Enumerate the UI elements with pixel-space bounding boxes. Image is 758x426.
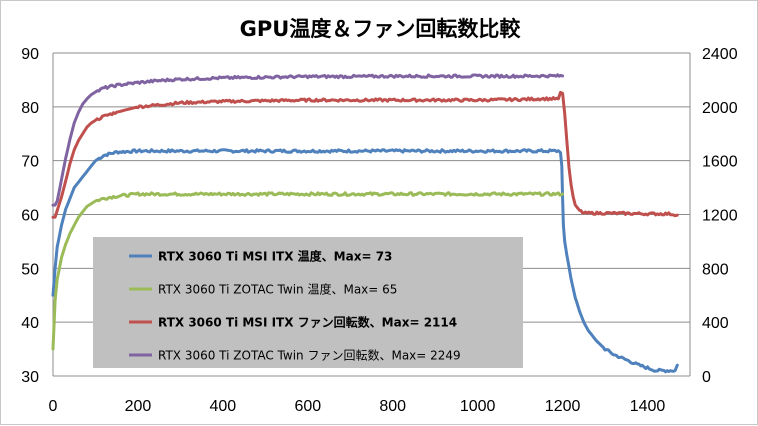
legend-label-3: RTX 3060 Ti MSI ITX ファン回転数、Max= 2114 (158, 315, 457, 330)
y-tick-label: 80 (21, 100, 39, 117)
x-tick-label: 1400 (630, 398, 666, 415)
x-tick-label: 600 (294, 398, 321, 415)
y-tick-label: 30 (21, 369, 39, 386)
legend: RTX 3060 Ti MSI ITX 温度、Max= 73 RTX 3060 T… (93, 237, 523, 368)
legend-box (93, 237, 523, 368)
x-tick-label: 800 (379, 398, 406, 415)
y2-tick-label: 2400 (702, 46, 738, 63)
x-tick-label: 1200 (545, 398, 581, 415)
legend-label-1: RTX 3060 Ti MSI ITX 温度、Max= 73 (158, 249, 392, 264)
y-tick-label: 70 (21, 154, 39, 171)
series-line-2 (51, 191, 565, 351)
series-lines (51, 73, 679, 374)
legend-label-4: RTX 3060 Ti ZOTAC Twin ファン回転数、Max= 2249 (158, 348, 461, 363)
legend-label-2: RTX 3060 Ti ZOTAC Twin 温度、Max= 65 (158, 282, 397, 297)
y-tick-label: 90 (21, 46, 39, 63)
x-tick-label: 1000 (460, 398, 496, 415)
y-tick-label: 60 (21, 208, 39, 225)
x-tick-label: 400 (210, 398, 237, 415)
x-tick-label: 200 (125, 398, 152, 415)
x-tick-label: 0 (49, 398, 58, 415)
y2-tick-label: 1600 (702, 154, 738, 171)
y-tick-label: 40 (21, 315, 39, 332)
axes: 30 40 50 60 70 80 90 0 400 800 1200 1600 2000 2400 0 20… (21, 46, 737, 415)
y2-tick-label: 0 (702, 369, 711, 386)
series-line-3 (51, 90, 679, 219)
y2-tick-label: 2000 (702, 100, 738, 117)
series-line-4 (51, 73, 565, 207)
series-line-1 (51, 148, 679, 374)
y2-tick-label: 1200 (702, 208, 738, 225)
y-tick-label: 50 (21, 261, 39, 278)
chart-title: GPU温度＆ファン回転数比較 (240, 17, 522, 41)
y2-tick-label: 400 (702, 315, 729, 332)
y2-tick-label: 800 (702, 261, 729, 278)
